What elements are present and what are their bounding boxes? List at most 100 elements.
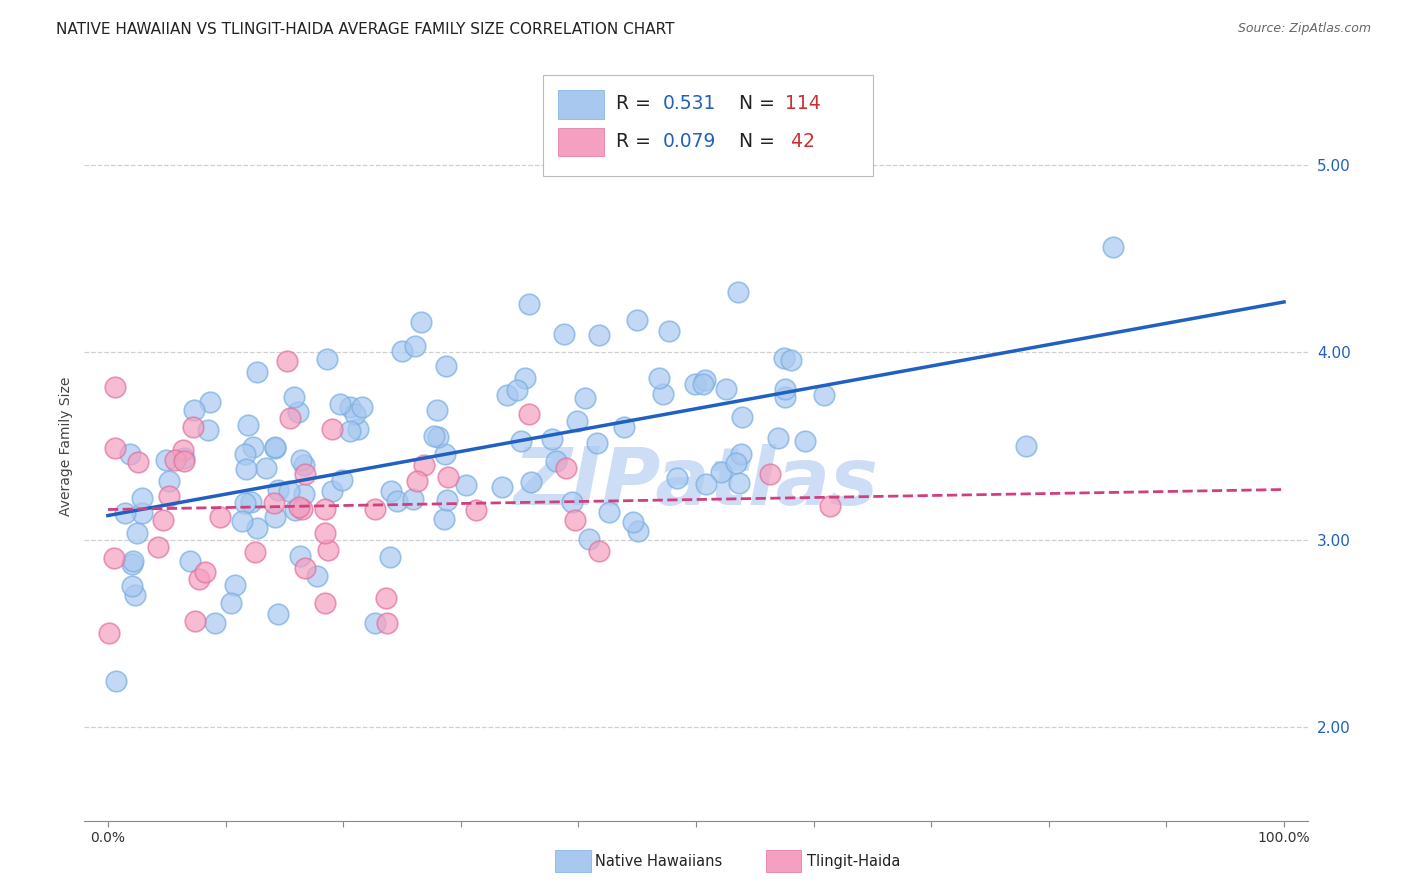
Point [422, 429, 444, 443]
Point [375, 615, 398, 630]
Point [187, 572, 209, 586]
Point [380, 484, 402, 499]
Point [184, 614, 207, 628]
Point [347, 422, 370, 436]
Point [364, 502, 387, 516]
Point [773, 382, 796, 396]
Point [693, 373, 716, 387]
Point [105, 674, 128, 689]
Point [284, 502, 307, 516]
Point [436, 492, 458, 507]
Point [131, 491, 153, 505]
Point [224, 578, 246, 592]
Point [626, 313, 648, 327]
Y-axis label: Average Family Size: Average Family Size [59, 376, 73, 516]
Point [402, 492, 425, 507]
Point [292, 486, 315, 500]
FancyBboxPatch shape [543, 75, 873, 177]
Point [263, 509, 285, 524]
Point [692, 377, 714, 392]
Point [759, 467, 782, 482]
Point [157, 489, 180, 503]
Point [233, 496, 256, 510]
Point [122, 554, 145, 568]
Point [683, 376, 706, 391]
Text: R =: R = [616, 131, 658, 151]
Point [292, 458, 315, 472]
Point [264, 441, 287, 455]
Point [496, 388, 519, 402]
Point [613, 419, 636, 434]
Point [314, 526, 336, 541]
Point [321, 421, 343, 435]
Point [204, 616, 226, 631]
Point [553, 326, 575, 341]
Point [710, 465, 733, 479]
Point [316, 543, 339, 558]
Point [183, 403, 205, 417]
Point [288, 500, 311, 514]
Point [127, 455, 149, 469]
FancyBboxPatch shape [558, 90, 605, 119]
Point [121, 579, 143, 593]
Point [773, 351, 796, 366]
Point [321, 483, 343, 498]
Point [465, 503, 488, 517]
Text: Source: ZipAtlas.com: Source: ZipAtlas.com [1237, 22, 1371, 36]
Text: NATIVE HAWAIIAN VS TLINGIT-HAIDA AVERAGE FAMILY SIZE CORRELATION CHART: NATIVE HAWAIIAN VS TLINGIT-HAIDA AVERAGE… [56, 22, 675, 37]
Point [290, 549, 312, 564]
Point [194, 565, 217, 579]
Point [378, 550, 401, 565]
Point [173, 453, 195, 467]
Point [291, 502, 314, 516]
Point [409, 315, 432, 329]
Point [716, 382, 738, 396]
Point [179, 554, 201, 568]
Point [294, 561, 316, 575]
Point [131, 506, 153, 520]
Point [263, 440, 285, 454]
Point [404, 338, 426, 352]
Point [391, 344, 413, 359]
Point [242, 440, 264, 454]
Point [97, 626, 120, 640]
Point [437, 469, 460, 483]
Point [290, 453, 312, 467]
Text: Tlingit-Haida: Tlingit-Haida [807, 855, 900, 869]
Point [121, 557, 143, 571]
Point [794, 434, 817, 448]
Point [509, 434, 531, 449]
Point [405, 474, 427, 488]
Point [768, 431, 790, 445]
Point [588, 327, 610, 342]
Point [665, 471, 688, 485]
Point [578, 533, 600, 547]
Point [278, 483, 301, 498]
Point [163, 452, 186, 467]
Text: 0.079: 0.079 [664, 131, 716, 151]
Point [731, 410, 754, 425]
Point [434, 359, 457, 373]
Point [103, 551, 125, 566]
Point [254, 461, 277, 475]
Point [813, 388, 835, 402]
Point [104, 380, 127, 394]
Point [267, 483, 290, 497]
Point [198, 395, 221, 409]
Point [231, 514, 253, 528]
Point [287, 405, 309, 419]
Point [565, 414, 588, 428]
Point [517, 297, 540, 311]
Point [652, 387, 675, 401]
Point [276, 354, 298, 368]
Point [267, 607, 290, 621]
FancyBboxPatch shape [558, 128, 605, 156]
Text: ZIPatlas: ZIPatlas [513, 444, 879, 523]
Point [283, 390, 305, 404]
Text: R =: R = [616, 94, 658, 113]
Text: N =: N = [738, 94, 780, 113]
Point [197, 423, 219, 437]
Point [339, 400, 361, 414]
Point [294, 467, 316, 481]
Point [426, 403, 449, 417]
